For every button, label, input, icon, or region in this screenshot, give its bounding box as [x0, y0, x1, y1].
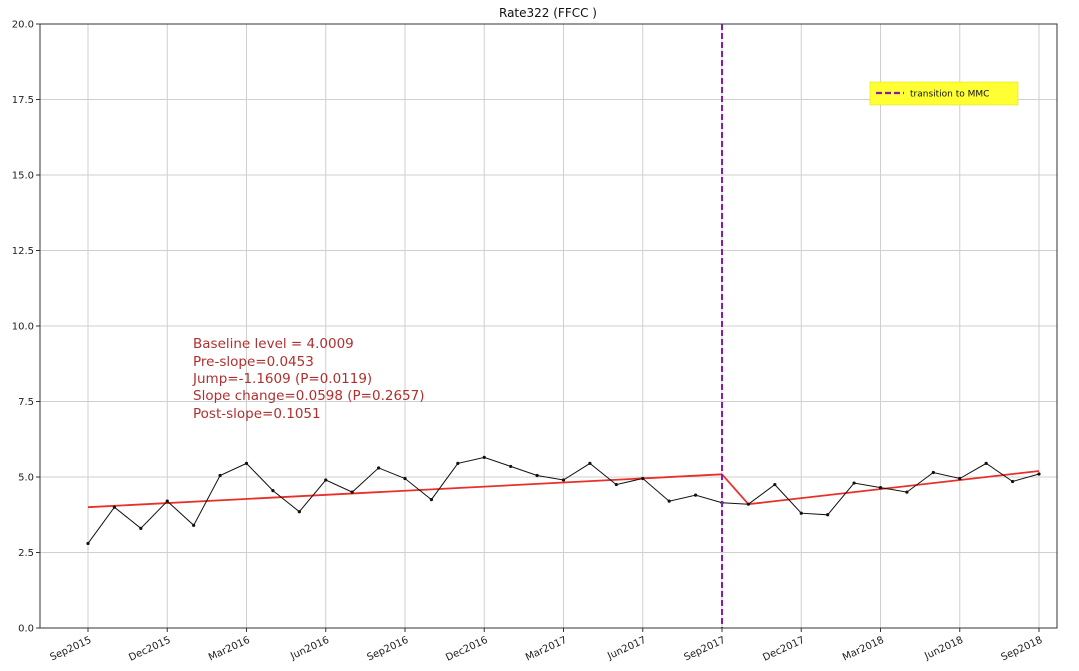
- observed-data-point: [932, 471, 935, 474]
- observed-data-point: [166, 500, 169, 503]
- observed-data-point: [615, 483, 618, 486]
- observed-data-point: [192, 524, 195, 527]
- y-tick-label: 20.0: [12, 20, 34, 31]
- observed-data-point: [245, 462, 248, 465]
- y-tick-label: 10.0: [12, 322, 34, 333]
- observed-data-point: [800, 512, 803, 515]
- observed-data-point: [641, 477, 644, 480]
- observed-data-point: [879, 486, 882, 489]
- observed-data-point: [826, 513, 829, 516]
- observed-data-point: [86, 542, 89, 545]
- legend: transition to MMC: [870, 82, 1018, 105]
- observed-data-point: [773, 483, 776, 486]
- observed-data-point: [403, 477, 406, 480]
- observed-data-point: [139, 527, 142, 530]
- observed-data-point: [694, 494, 697, 497]
- observed-data-point: [483, 456, 486, 459]
- y-tick-label: 2.5: [18, 548, 34, 559]
- observed-data-point: [218, 474, 221, 477]
- observed-data-point: [113, 506, 116, 509]
- y-tick-label: 17.5: [12, 95, 34, 106]
- annotation-baseline: Baseline level = 4.0009: [193, 336, 354, 352]
- observed-data-point: [351, 491, 354, 494]
- y-tick-label: 12.5: [12, 246, 34, 257]
- observed-data-point: [298, 510, 301, 513]
- y-tick-label: 15.0: [12, 171, 34, 182]
- observed-data-point: [1011, 480, 1014, 483]
- y-tick-label: 0.0: [18, 624, 34, 635]
- observed-data-point: [324, 478, 327, 481]
- observed-data-point: [588, 462, 591, 465]
- y-tick-label: 7.5: [18, 397, 34, 408]
- observed-data-point: [456, 462, 459, 465]
- observed-data-point: [668, 500, 671, 503]
- observed-data-point: [535, 474, 538, 477]
- observed-data-point: [1037, 472, 1040, 475]
- chart-title: Rate322 (FFCC ): [499, 6, 597, 20]
- observed-data-point: [958, 477, 961, 480]
- observed-data-point: [747, 503, 750, 506]
- observed-data-point: [377, 466, 380, 469]
- annotation-pre-slope: Pre-slope=0.0453: [193, 354, 314, 370]
- y-tick-label: 5.0: [18, 473, 34, 484]
- observed-data-point: [509, 465, 512, 468]
- observed-data-point: [985, 462, 988, 465]
- observed-data-point: [430, 498, 433, 501]
- legend-label: transition to MMC: [910, 90, 989, 100]
- observed-data-point: [905, 491, 908, 494]
- annotation-post-slope: Post-slope=0.1051: [193, 406, 321, 422]
- observed-data-point: [271, 489, 274, 492]
- annotation-jump: Jump=-1.1609 (P=0.0119): [192, 371, 372, 387]
- observed-data-point: [852, 481, 855, 484]
- annotation-slope-change: Slope change=0.0598 (P=0.2657): [193, 388, 425, 404]
- observed-data-point: [562, 478, 565, 481]
